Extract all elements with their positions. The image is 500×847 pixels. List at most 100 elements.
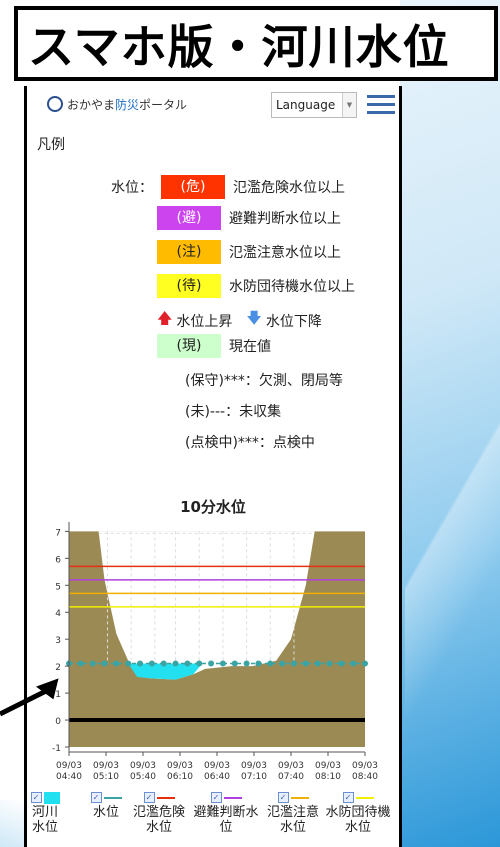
legend-checkbox[interactable]: ✓ <box>90 792 102 803</box>
slide-title: スマホ版・河川水位 <box>14 6 498 81</box>
water-level-point <box>219 660 226 667</box>
logo-suffix: ポータル <box>139 98 188 112</box>
water-level-point <box>196 660 203 667</box>
chart-legend-item[interactable]: ✓ 水位 <box>85 790 127 820</box>
x-tick-label: 05:10 <box>93 772 119 782</box>
x-tick-label: 07:40 <box>278 772 304 782</box>
water-level-point <box>137 660 144 667</box>
arrow-down-icon: 🡇 <box>246 309 262 327</box>
y-tick-label: 3 <box>55 636 61 646</box>
water-level-point <box>160 660 167 667</box>
slide-background <box>400 0 500 847</box>
x-tick-label: 04:40 <box>56 772 82 782</box>
legend-label: 河川水位 <box>31 805 58 835</box>
water-level-point <box>172 660 179 667</box>
language-select[interactable]: Language ▼ <box>271 92 357 118</box>
logo-blue: 防災 <box>115 98 140 112</box>
legend-text-standby: 水防団待機水位以上 <box>229 279 355 295</box>
legend-checkbox[interactable]: ✓ <box>143 792 155 803</box>
chart-legend: ✓ 河川水位 ✓ 水位 ✓ 氾濫危険水位 ✓ 避難判断水位 ✓ 氾濫注意水位 ✓ 水防団待機水位 <box>27 790 399 847</box>
water-level-point <box>113 660 120 667</box>
chevron-down-icon: ▼ <box>342 93 356 117</box>
chart-legend-item[interactable]: ✓ 河川水位 <box>27 790 63 835</box>
chart-legend-item[interactable]: ✓ 氾濫注意水位 <box>261 790 325 835</box>
current-text: 現在値 <box>229 339 271 355</box>
y-tick-label: -1 <box>52 744 61 754</box>
y-tick-label: 1 <box>55 690 61 700</box>
water-level-point <box>290 660 297 667</box>
badge-current: (現) <box>157 334 221 358</box>
y-tick-label: 4 <box>55 609 61 619</box>
legend-heading: 凡例 <box>37 137 65 153</box>
water-level-label: 水位： <box>111 180 153 196</box>
water-level-point <box>125 660 132 667</box>
rise-label: 水位上昇 <box>176 313 233 330</box>
x-tick-label: 09/03 <box>315 761 341 771</box>
badge-danger: (危) <box>161 175 225 199</box>
legend-label: 避難判断水位 <box>193 805 259 835</box>
water-level-point <box>231 660 238 667</box>
legend-checkbox[interactable]: ✓ <box>342 792 354 803</box>
badge-standby: (待) <box>157 274 221 298</box>
water-level-point <box>267 660 274 667</box>
water-level-point <box>89 660 96 667</box>
note-maintenance: (保守)***：欠測、閉局等 <box>185 373 343 389</box>
badge-caution: (注) <box>157 240 221 264</box>
legend-label: 水位 <box>92 805 119 820</box>
legend-swatch <box>223 796 242 799</box>
river-channel <box>98 531 315 680</box>
legend-label: 水防団待機水位 <box>325 805 391 835</box>
x-tick-label: 09/03 <box>93 761 119 771</box>
x-tick-label: 08:10 <box>315 772 341 782</box>
x-tick-label: 09/03 <box>241 761 267 771</box>
water-level-point <box>338 660 345 667</box>
pointer-arrow <box>0 678 59 717</box>
water-level-point <box>350 660 357 667</box>
water-level-point <box>326 660 333 667</box>
arrow-up-icon: 🡅 <box>157 309 173 327</box>
legend-swatch <box>290 796 309 799</box>
legend-row-standby: (待) 水防団待機水位以上 <box>157 274 355 298</box>
river-water <box>122 663 203 680</box>
legend-checkbox[interactable]: ✓ <box>210 792 222 803</box>
chart-legend-item[interactable]: ✓ 水防団待機水位 <box>323 790 393 835</box>
water-level-point <box>255 660 262 667</box>
x-tick-label: 09/03 <box>204 761 230 771</box>
note-inspection: (点検中)***：点検中 <box>185 435 315 451</box>
water-level-point <box>279 660 286 667</box>
site-header: おかやま防災ポータル Language ▼ <box>27 86 399 126</box>
legend-checkbox[interactable]: ✓ <box>277 792 289 803</box>
x-tick-label: 06:10 <box>167 772 193 782</box>
legend-swatch <box>43 791 60 804</box>
legend-label: 氾濫危険水位 <box>132 805 185 835</box>
y-tick-label: 7 <box>55 528 61 538</box>
site-logo[interactable]: おかやま防災ポータル <box>67 96 187 113</box>
legend-swatch <box>156 796 175 799</box>
legend-text-evacuate: 避難判断水位以上 <box>229 211 341 227</box>
water-level-point <box>302 660 309 667</box>
x-tick-label: 05:40 <box>130 772 156 782</box>
legend-text-caution: 氾濫注意水位以上 <box>229 245 341 261</box>
legend-row-caution: (注) 氾濫注意水位以上 <box>157 240 341 264</box>
logo-icon[interactable] <box>47 96 63 112</box>
note-uncollected: (未)---：未収集 <box>185 404 282 420</box>
menu-icon[interactable] <box>367 95 395 115</box>
chart-title: 10分水位 <box>180 498 246 516</box>
x-tick-label: 06:40 <box>204 772 230 782</box>
legend-text-danger: 氾濫危険水位以上 <box>233 180 345 196</box>
legend-swatch <box>355 796 374 799</box>
x-tick-label: 09/03 <box>167 761 193 771</box>
y-tick-label: 6 <box>55 555 61 565</box>
chart-legend-item[interactable]: ✓ 避難判断水位 <box>191 790 261 835</box>
x-tick-label: 07:10 <box>241 772 267 782</box>
water-level-point <box>362 660 368 667</box>
legend-label: 氾濫注意水位 <box>266 805 319 835</box>
phone-screenshot: おかやま防災ポータル Language ▼ 凡例 水位： (危) 氾濫危険水位以… <box>24 86 402 847</box>
legend-checkbox[interactable]: ✓ <box>30 792 42 803</box>
x-tick-label: 08:40 <box>352 772 378 782</box>
legend-row-danger: 水位： (危) 氾濫危険水位以上 <box>111 175 345 199</box>
y-tick-label: 5 <box>55 582 61 592</box>
water-level-point <box>101 660 108 667</box>
fall-label: 水位下降 <box>265 313 322 330</box>
chart-legend-item[interactable]: ✓ 氾濫危険水位 <box>127 790 191 835</box>
